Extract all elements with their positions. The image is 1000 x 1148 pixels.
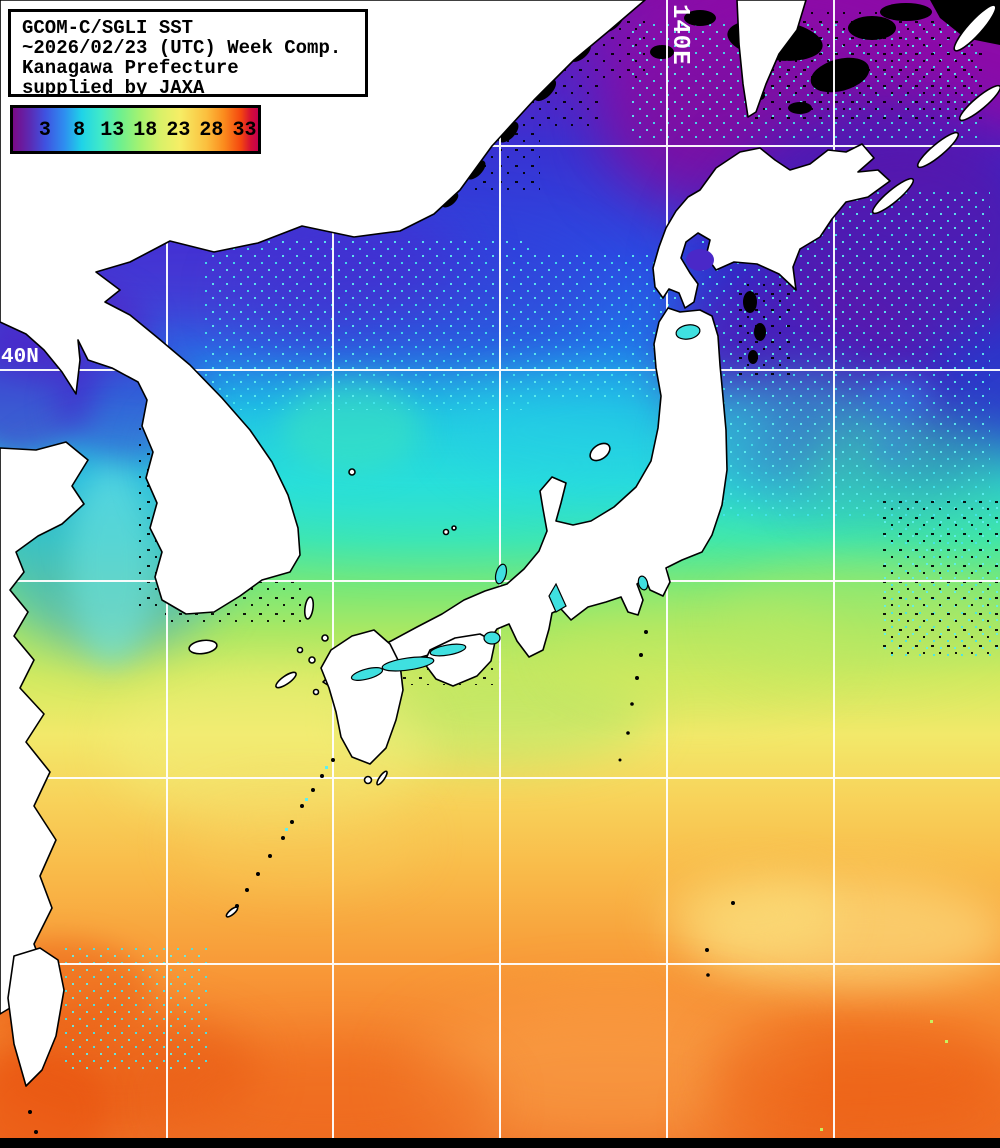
land-islet-3 [312, 688, 320, 696]
colorbar-tick-33: 33 [232, 119, 257, 142]
title-box: GCOM-C/SGLI SST ~2026/02/23 (UTC) Week C… [8, 9, 368, 99]
colorbar-tick-28: 28 [199, 119, 224, 142]
land-ulleung [348, 468, 356, 476]
colorbar-tick-18: 18 [133, 119, 158, 142]
ise-bay [548, 582, 567, 613]
land-kuril-4 [953, 4, 997, 52]
land-goto [275, 671, 297, 689]
land-taiwan [7, 947, 65, 1087]
bottom-black-bar [0, 1138, 1000, 1148]
land-kyushu [320, 629, 404, 765]
mutsu-bay [675, 324, 701, 340]
meridian-label-140e: 140E [666, 4, 693, 66]
land-oki-2 [451, 525, 457, 531]
land-hokkaido [652, 143, 891, 309]
land-oki-1 [442, 528, 450, 536]
osaka-bay [483, 631, 501, 645]
seto-inland-sea-1 [381, 656, 435, 672]
colorbar-tick-13: 13 [100, 119, 125, 142]
colorbar-tick-23: 23 [166, 119, 191, 142]
land-tanegashima [376, 770, 388, 786]
tokyo-bay [637, 575, 649, 591]
small-island-dots [28, 630, 948, 1134]
colorbar-tick-3: 3 [38, 119, 51, 142]
bays-and-lakes [350, 249, 714, 681]
parallel-label-40n: 40N [1, 346, 39, 369]
land-sado [589, 442, 611, 462]
land-kuril-2 [916, 131, 960, 169]
land-iki [321, 634, 329, 642]
land-islet-2 [296, 646, 304, 654]
lake-biwa [494, 563, 508, 585]
title-line-source: supplied by JAXA [22, 77, 205, 99]
uchiura-bay [686, 249, 714, 271]
colorbar-tick-8: 8 [73, 119, 86, 142]
title-line-region: Kanagawa Prefecture [22, 57, 239, 79]
land-yakushima [363, 775, 373, 785]
land-islet-1 [308, 656, 316, 664]
land-sakhalin [736, 0, 807, 118]
title-line-date: ~2026/02/23 (UTC) Week Comp. [22, 37, 342, 59]
title-line-product: GCOM-C/SGLI SST [22, 17, 194, 39]
land-china-coast [0, 441, 89, 1015]
seto-inland-sea-3 [350, 667, 384, 681]
land-kuril-1 [871, 177, 915, 215]
land-tsushima [303, 596, 315, 620]
seto-inland-sea-2 [429, 643, 467, 657]
temperature-colorbar: 3 8 13 18 23 28 33 [10, 105, 261, 154]
colorbar-gradient [13, 108, 258, 151]
land-jeju [188, 639, 218, 655]
